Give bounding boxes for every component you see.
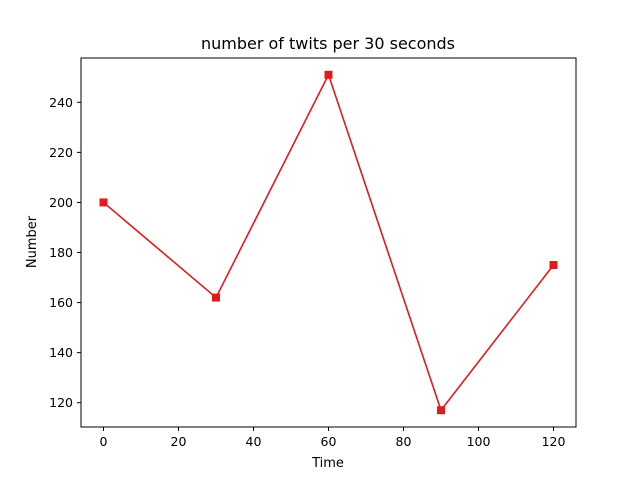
y-tick-label: 140 bbox=[49, 345, 73, 360]
x-tick-label: 60 bbox=[321, 434, 337, 449]
x-tick-label: 0 bbox=[100, 434, 108, 449]
x-axis-label: Time bbox=[311, 456, 344, 471]
x-tick-label: 120 bbox=[542, 434, 566, 449]
data-point bbox=[212, 293, 220, 302]
data-point bbox=[324, 70, 333, 79]
data-point bbox=[437, 406, 445, 415]
y-tick-label: 240 bbox=[49, 95, 73, 110]
plot-frame bbox=[80, 57, 577, 428]
y-axis-label: Number bbox=[25, 215, 40, 268]
x-tick-label: 20 bbox=[171, 434, 187, 449]
y-tick-label: 180 bbox=[49, 245, 73, 260]
x-tick-label: 40 bbox=[246, 434, 262, 449]
series-line bbox=[102, 73, 555, 412]
x-tick-label: 80 bbox=[396, 434, 412, 449]
x-tick-label: 100 bbox=[467, 434, 491, 449]
y-axis: 120 140 160 180 200 220 240 bbox=[49, 95, 81, 410]
y-tick-label: 160 bbox=[49, 295, 73, 310]
plot-area bbox=[99, 70, 558, 415]
y-tick-label: 220 bbox=[49, 145, 73, 160]
y-tick-label: 120 bbox=[49, 395, 73, 410]
data-point bbox=[99, 198, 108, 207]
data-point bbox=[549, 261, 558, 270]
y-tick-label: 200 bbox=[49, 195, 73, 210]
chart-title: number of twits per 30 seconds bbox=[201, 34, 455, 53]
x-axis: 0 20 40 60 80 100 120 bbox=[100, 427, 566, 449]
